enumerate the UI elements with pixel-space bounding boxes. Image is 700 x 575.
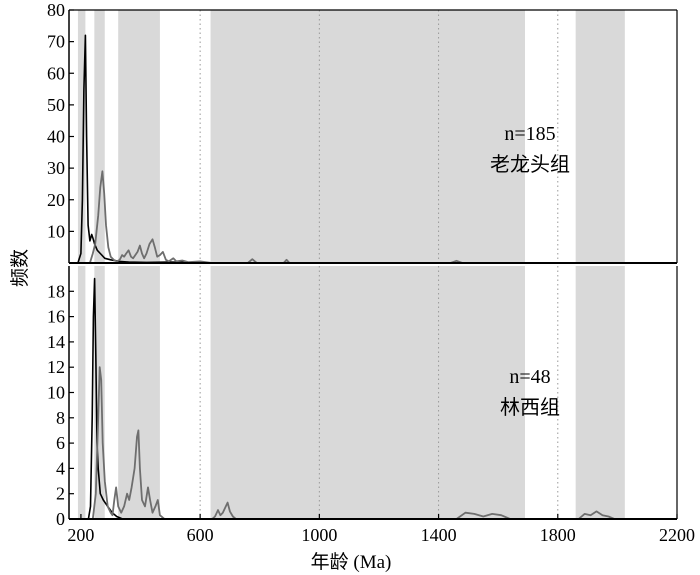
age-probability-curve-gray bbox=[91, 366, 677, 520]
y-tick-label: 10 bbox=[47, 383, 65, 403]
panel-annotation: 老龙头组 bbox=[490, 153, 570, 176]
vertical-grid-lines bbox=[199, 10, 559, 519]
y-tick-label: 0 bbox=[56, 509, 65, 529]
y-tick-label: 8 bbox=[56, 408, 65, 428]
y-tick-label: 80 bbox=[47, 0, 65, 20]
y-tick-label: 30 bbox=[47, 158, 65, 178]
y-tick-label: 50 bbox=[47, 95, 65, 115]
y-tick-label: 14 bbox=[47, 332, 65, 352]
y-tick-label: 4 bbox=[56, 458, 65, 478]
axis-ticks: 10 20 30 40 50 60 70 80 0 2 4 6 8 10 12 14 16 18 200 600 100… bbox=[47, 0, 695, 545]
age-probability-curve-gray bbox=[89, 170, 677, 264]
shaded-age-band bbox=[210, 266, 525, 519]
y-tick-label: 18 bbox=[47, 281, 65, 301]
y-tick-label: 40 bbox=[47, 127, 65, 147]
plot-frames bbox=[68, 9, 678, 520]
y-tick-label: 70 bbox=[47, 32, 65, 52]
shaded-age-bands bbox=[77, 10, 625, 519]
x-tick-label: 2200 bbox=[659, 525, 695, 545]
shaded-age-band bbox=[77, 266, 86, 519]
panel-annotation: 林西组 bbox=[500, 396, 560, 419]
x-tick-label: 1400 bbox=[421, 525, 457, 545]
y-tick-label: 10 bbox=[47, 221, 65, 241]
shaded-age-band bbox=[77, 10, 86, 263]
shaded-age-band bbox=[210, 10, 525, 263]
x-axis-title: 年龄 (Ma) bbox=[311, 551, 392, 573]
y-tick-label: 20 bbox=[47, 190, 65, 210]
shaded-age-band bbox=[94, 10, 105, 263]
shaded-age-band bbox=[118, 266, 160, 519]
y-tick-label: 12 bbox=[47, 357, 65, 377]
x-tick-label: 600 bbox=[187, 525, 214, 545]
panel-annotation: n=48 bbox=[509, 366, 550, 388]
y-tick-label: 60 bbox=[47, 63, 65, 83]
x-tick-label: 1800 bbox=[540, 525, 576, 545]
y-axis-title: 频数 bbox=[9, 249, 31, 287]
y-tick-label: 2 bbox=[56, 484, 65, 504]
shaded-age-band bbox=[575, 10, 625, 263]
x-tick-label: 1000 bbox=[301, 525, 337, 545]
y-tick-label: 16 bbox=[47, 307, 65, 327]
panel-annotations: n=185 老龙头组 n=48 林西组 bbox=[490, 123, 570, 419]
panel-annotation: n=185 bbox=[504, 123, 555, 145]
y-tick-label: 6 bbox=[56, 433, 65, 453]
shaded-age-band bbox=[118, 10, 160, 263]
shaded-age-band bbox=[575, 266, 625, 519]
x-tick-label: 200 bbox=[67, 525, 94, 545]
